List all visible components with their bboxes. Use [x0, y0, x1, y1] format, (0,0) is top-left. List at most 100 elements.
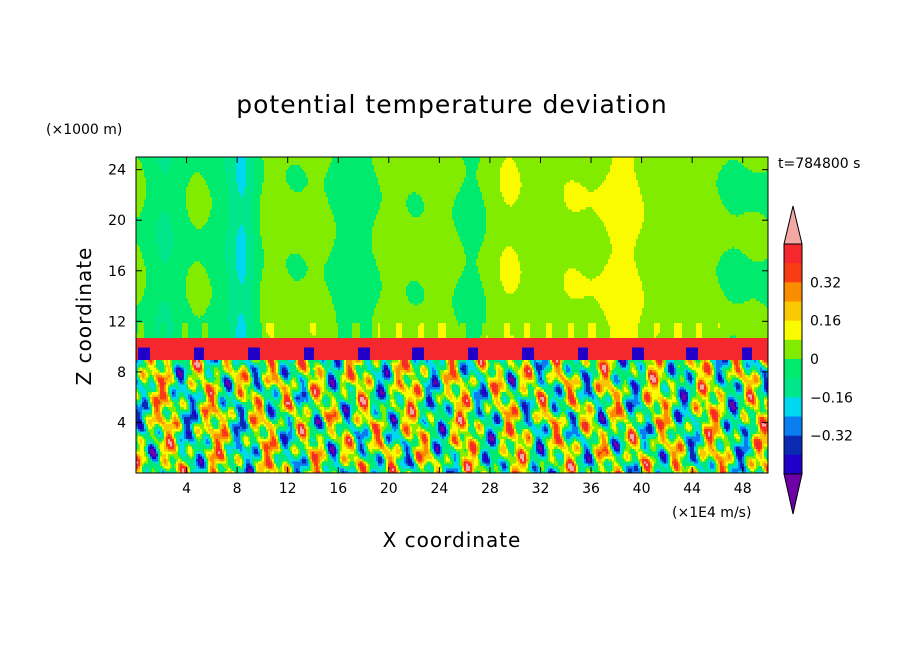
heatmap-cell: [442, 455, 445, 459]
heatmap-cell: [428, 463, 431, 467]
heatmap-cell: [762, 448, 765, 452]
heatmap-cell: [724, 448, 727, 452]
heatmap-cell: [540, 465, 545, 469]
heatmap-cell: [650, 463, 653, 467]
heatmap-cell: [530, 455, 533, 459]
heatmap-cell: [408, 455, 411, 459]
heatmap-cell: [758, 465, 763, 469]
heatmap-cell: [284, 448, 289, 452]
heatmap-cell: [232, 455, 235, 459]
heatmap-cell: [658, 458, 661, 462]
heatmap-cell: [748, 468, 751, 472]
heatmap-cell: [304, 448, 307, 452]
heatmap-cell: [524, 453, 527, 457]
heatmap-cell: [156, 443, 159, 447]
heatmap-cell: [658, 450, 661, 454]
heatmap-cell: [184, 450, 187, 454]
heatmap-cell: [708, 445, 711, 449]
heatmap-cell: [520, 470, 523, 473]
heatmap-cell: [620, 448, 623, 452]
heatmap-cell: [426, 468, 433, 472]
heatmap-cell: [656, 450, 659, 454]
heatmap-cell: [160, 458, 163, 462]
heatmap-cell: [526, 450, 529, 454]
heatmap-cell: [342, 453, 347, 457]
heatmap-cell: [188, 443, 191, 447]
heatmap-cell: [402, 448, 405, 452]
heatmap-cell: [548, 450, 551, 454]
heatmap-cell: [240, 453, 243, 457]
heatmap-cell: [394, 468, 397, 472]
heatmap-cell: [312, 458, 315, 462]
heatmap-cell: [144, 443, 147, 447]
heatmap-cell: [476, 453, 479, 457]
heatmap-cell: [624, 460, 633, 464]
heatmap-cell: [300, 458, 303, 462]
heatmap-cell: [196, 458, 199, 462]
heatmap-cell: [216, 470, 219, 473]
heatmap-cell: [180, 470, 183, 473]
heatmap-cell: [762, 450, 765, 454]
heatmap-cell: [174, 443, 177, 447]
heatmap-cell: [522, 448, 525, 452]
heatmap-cell: [614, 458, 617, 462]
heatmap-cell: [580, 468, 585, 472]
heatmap-cell: [362, 455, 365, 459]
heatmap-cell: [392, 470, 397, 473]
heatmap-cell: [402, 443, 405, 447]
heatmap-cell: [254, 470, 257, 473]
heatmap-cell: [556, 468, 559, 472]
heatmap-cell: [636, 448, 639, 452]
heatmap-cell: [580, 465, 587, 469]
heatmap-cell: [408, 460, 413, 464]
heatmap-cell: [186, 468, 189, 472]
heatmap-cell: [624, 458, 627, 462]
heatmap-cell: [224, 450, 227, 454]
heatmap-cell: [350, 460, 355, 464]
heatmap-cell: [622, 455, 625, 459]
heatmap-cell: [360, 460, 363, 464]
heatmap-cell: [478, 463, 481, 467]
heatmap-cell: [570, 455, 573, 459]
heatmap-cell: [644, 463, 647, 467]
heatmap-cell: [306, 453, 309, 457]
heatmap-cell: [620, 470, 623, 473]
heatmap-cell: [556, 450, 563, 454]
heatmap-cell: [368, 443, 375, 447]
heatmap-cell: [482, 463, 485, 467]
heatmap-cell: [492, 458, 497, 462]
heatmap-cell: [458, 450, 461, 454]
heatmap-cell: [764, 455, 767, 459]
heatmap-cell: [488, 450, 491, 454]
heatmap-cell: [750, 465, 755, 469]
heatmap-cell: [258, 450, 261, 454]
heatmap-cell: [328, 453, 331, 457]
heatmap-cell: [354, 465, 357, 469]
heatmap-cell: [554, 453, 557, 457]
heatmap-cell: [330, 468, 337, 472]
heatmap-cell: [368, 463, 371, 467]
heatmap-cell: [742, 455, 745, 459]
heatmap-cell: [556, 453, 563, 457]
heatmap-cell: [154, 443, 157, 447]
heatmap-cell: [386, 443, 389, 447]
heatmap-cell: [666, 458, 669, 462]
heatmap-cell: [186, 465, 189, 469]
heatmap-cell: [706, 460, 709, 464]
heatmap-cell: [180, 445, 185, 449]
heatmap-cell: [338, 443, 341, 447]
heatmap-cell: [508, 445, 515, 449]
heatmap-cell: [288, 460, 291, 464]
heatmap-cell: [742, 470, 747, 473]
heatmap-cell: [376, 450, 381, 454]
heatmap-cell: [314, 450, 323, 454]
heatmap-cell: [704, 458, 707, 462]
heatmap-cell: [240, 455, 243, 459]
heatmap-cell: [158, 445, 161, 449]
heatmap-cell: [196, 463, 199, 467]
heatmap-cell: [420, 465, 425, 469]
heatmap-cell: [192, 450, 195, 454]
heatmap-cell: [210, 460, 213, 464]
heatmap-cell: [404, 448, 407, 452]
heatmap-cell: [390, 448, 393, 452]
